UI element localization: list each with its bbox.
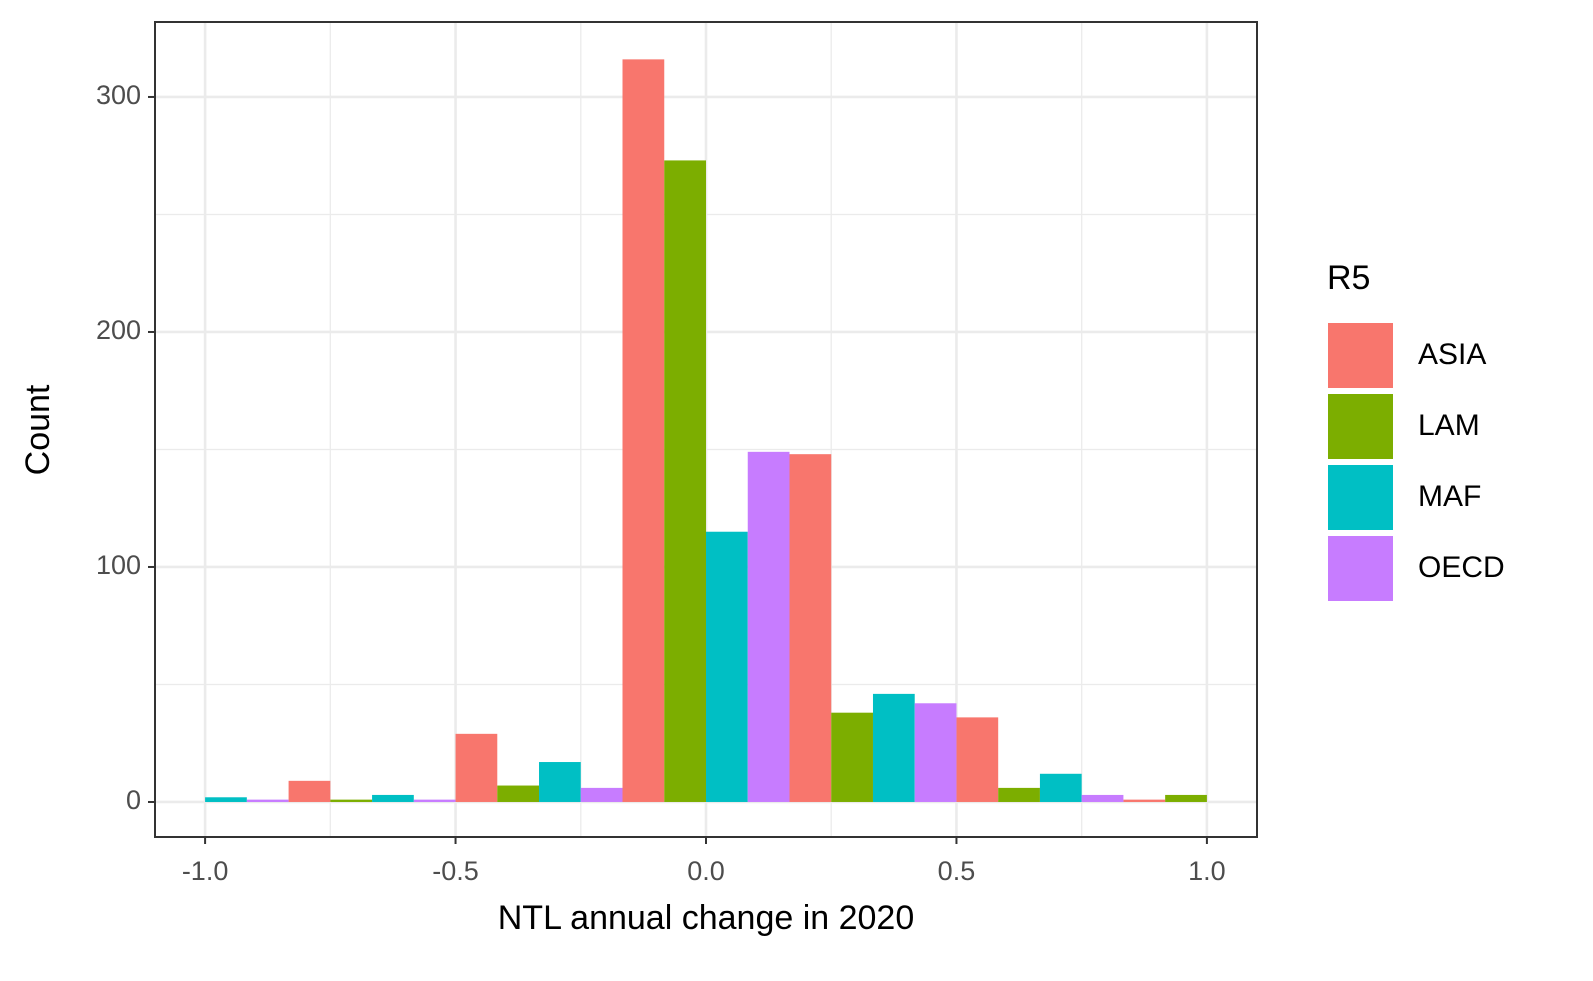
bar xyxy=(747,451,790,802)
bar xyxy=(413,799,456,802)
bar xyxy=(288,780,331,802)
y-tick-label: 200 xyxy=(96,315,141,345)
legend-label: MAF xyxy=(1418,480,1481,513)
bar xyxy=(831,712,873,802)
bar xyxy=(872,693,915,802)
legend-label: LAM xyxy=(1418,409,1480,442)
bar xyxy=(956,717,999,802)
bar xyxy=(1123,799,1166,802)
bar xyxy=(1165,794,1207,802)
bar xyxy=(706,531,748,802)
legend-key xyxy=(1328,323,1393,388)
legend-key xyxy=(1328,536,1393,601)
legend-title: R5 xyxy=(1327,259,1370,297)
legend-label: OECD xyxy=(1418,551,1505,584)
bar xyxy=(455,733,498,802)
x-tick-label: -0.5 xyxy=(432,856,479,886)
bars xyxy=(205,59,1207,802)
bar xyxy=(1039,773,1082,802)
bar xyxy=(205,797,247,802)
y-tick-label: 100 xyxy=(96,550,141,580)
x-axis-label: NTL annual change in 2020 xyxy=(498,899,915,937)
bar xyxy=(497,785,540,802)
x-tick-label: -1.0 xyxy=(182,856,229,886)
bar xyxy=(580,787,623,802)
bar xyxy=(622,59,665,802)
x-tick-label: 0.5 xyxy=(938,856,976,886)
bar xyxy=(998,787,1040,802)
bar xyxy=(246,799,289,802)
x-tick-label: 1.0 xyxy=(1188,856,1226,886)
legend-key xyxy=(1328,394,1393,459)
bar xyxy=(664,160,706,802)
y-tick-label: 0 xyxy=(126,785,141,815)
y-axis-label: Count xyxy=(19,384,57,475)
legend-key xyxy=(1328,465,1393,530)
bar xyxy=(789,454,832,802)
y-tick-label: 300 xyxy=(96,80,141,110)
bar xyxy=(914,703,957,802)
panel-border xyxy=(154,21,1258,838)
bar xyxy=(372,794,414,802)
legend-label: ASIA xyxy=(1418,338,1486,371)
bar xyxy=(1081,794,1124,802)
x-tick-label: 0.0 xyxy=(687,856,725,886)
bar xyxy=(539,762,581,802)
bar xyxy=(330,799,373,802)
